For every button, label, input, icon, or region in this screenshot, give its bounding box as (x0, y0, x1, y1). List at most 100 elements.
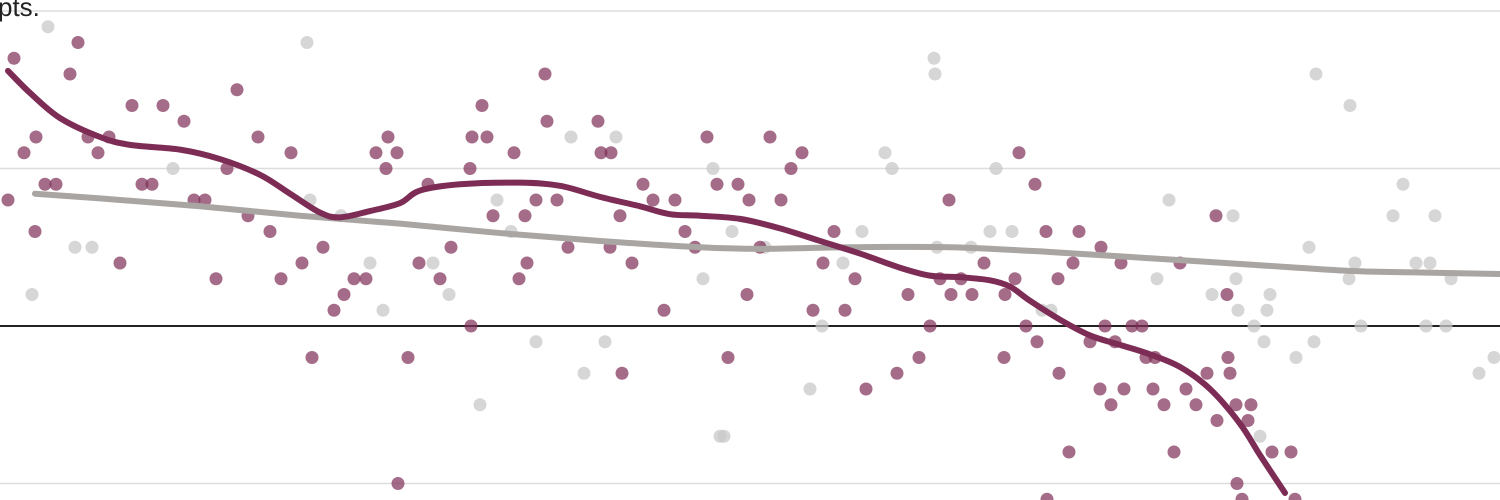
scatter-point-highlight (49, 177, 63, 191)
scatter-point-highlight (145, 177, 159, 191)
scatter-point-highlight (347, 272, 361, 286)
scatter-point-highlight (774, 193, 788, 207)
scatter-point-highlight (742, 193, 756, 207)
scatter-point-highlight (540, 114, 554, 128)
scatter-point-highlight (113, 256, 127, 270)
scatter-point-highlight (507, 146, 521, 160)
scatter-point-highlight (390, 146, 404, 160)
scatter-point-other (927, 51, 941, 65)
scatter-point-highlight (1288, 492, 1302, 500)
scatter-point-highlight (784, 162, 798, 175)
scatter-point-highlight (359, 272, 373, 286)
scatter-point-highlight (1223, 366, 1237, 380)
scatter-point-other (885, 162, 899, 175)
scatter-point-highlight (827, 225, 841, 238)
scatter-point-highlight (1093, 382, 1107, 396)
trend-line-other (32, 190, 1500, 278)
scatter-point-highlight (1221, 351, 1235, 364)
scatter-point-highlight (1230, 477, 1244, 490)
scatter-point-highlight (198, 193, 212, 207)
scatter-point-highlight (1210, 414, 1224, 427)
scatter-point-highlight (379, 162, 393, 175)
scatter-point-other (25, 288, 39, 301)
scatter-point-other (696, 272, 710, 286)
scatter-point-highlight (965, 288, 979, 301)
scatter-point-highlight (1114, 256, 1128, 270)
scatter-point-highlight (944, 288, 958, 301)
scatter-point-highlight (923, 319, 937, 333)
scatter-point-other (1428, 209, 1442, 223)
scatter-point-other (1386, 209, 1400, 223)
scatter-point-highlight (795, 146, 809, 160)
scatter-point-other (983, 225, 997, 238)
scatter-point-other (1354, 319, 1368, 333)
scatter-point-highlight (700, 130, 714, 144)
scatter-point-highlight (444, 240, 458, 254)
scatter-point-highlight (1235, 492, 1249, 500)
scatter-point-highlight (942, 193, 956, 207)
scatter-point-other (717, 429, 731, 443)
scatter-point-highlight (1104, 398, 1118, 412)
scatter-point-other (836, 256, 850, 270)
scatter-point-highlight (1098, 319, 1112, 333)
scatter-point-highlight (1062, 445, 1076, 459)
trend-line-highlight (5, 67, 1288, 496)
scatter-point-highlight (550, 193, 564, 207)
scatter-point-highlight (1179, 382, 1193, 396)
scatter-point-highlight (1066, 256, 1080, 270)
scatter-point-other (1229, 272, 1243, 286)
scatter-point-other (1289, 351, 1303, 364)
scatter-point-highlight (1135, 319, 1149, 333)
scatter-point-other (1231, 303, 1245, 317)
scatter-point-highlight (604, 146, 618, 160)
scatter-point-highlight (806, 303, 820, 317)
scatter-point-highlight (998, 288, 1012, 301)
scatter-point-other (1162, 193, 1176, 207)
scatter-point-highlight (912, 351, 926, 364)
scatter-point-highlight (890, 366, 904, 380)
scatter-point-highlight (512, 272, 526, 286)
scatter-point-highlight (381, 130, 395, 144)
scatter-point-other (1263, 288, 1277, 301)
scatter-point-other (1472, 366, 1486, 380)
scatter-point-highlight (646, 193, 660, 207)
scatter-point-highlight (295, 256, 309, 270)
scatter-point-highlight (1019, 319, 1033, 333)
trend-lines (5, 67, 1500, 496)
scatter-point-highlight (636, 177, 650, 191)
scatter-point-other (376, 303, 390, 317)
scatter-point-other (1348, 256, 1362, 270)
scatter-point-highlight (613, 209, 627, 223)
scatter-point-highlight (38, 177, 52, 191)
scatter-point-highlight (91, 146, 105, 160)
scatter-point-highlight (209, 272, 223, 286)
scatter-point-other (166, 162, 180, 175)
scatter-point-highlight (1167, 445, 1181, 459)
scatter-point-highlight (1157, 398, 1171, 412)
scatter-point-highlight (731, 177, 745, 191)
scatter-point-other (815, 319, 829, 333)
scatter-point-other (1487, 351, 1500, 364)
scatter-point-highlight (391, 477, 405, 490)
scatter-point-other (803, 382, 817, 396)
scatter-point-highlight (1146, 382, 1160, 396)
scatter-point-highlight (135, 177, 149, 191)
scatter-point-highlight (529, 193, 543, 207)
scatter-point-highlight (561, 240, 575, 254)
scatter-point-highlight (520, 256, 534, 270)
scatter-point-highlight (71, 36, 85, 49)
scatter-point-other (41, 20, 55, 34)
scatter-point-highlight (475, 99, 489, 112)
scatter-point-other (1247, 319, 1261, 333)
scatter-point-other (878, 146, 892, 160)
scatter-point-other (363, 256, 377, 270)
scatter-point-highlight (1008, 272, 1022, 286)
scatter-point-highlight (7, 51, 21, 65)
scatter-point-highlight (1094, 240, 1108, 254)
scatter-point-highlight (518, 209, 532, 223)
scatter-point-highlight (401, 351, 415, 364)
scatter-point-highlight (327, 303, 341, 317)
scatter-point-other (1150, 272, 1164, 286)
scatter-dots-other (25, 20, 1500, 443)
